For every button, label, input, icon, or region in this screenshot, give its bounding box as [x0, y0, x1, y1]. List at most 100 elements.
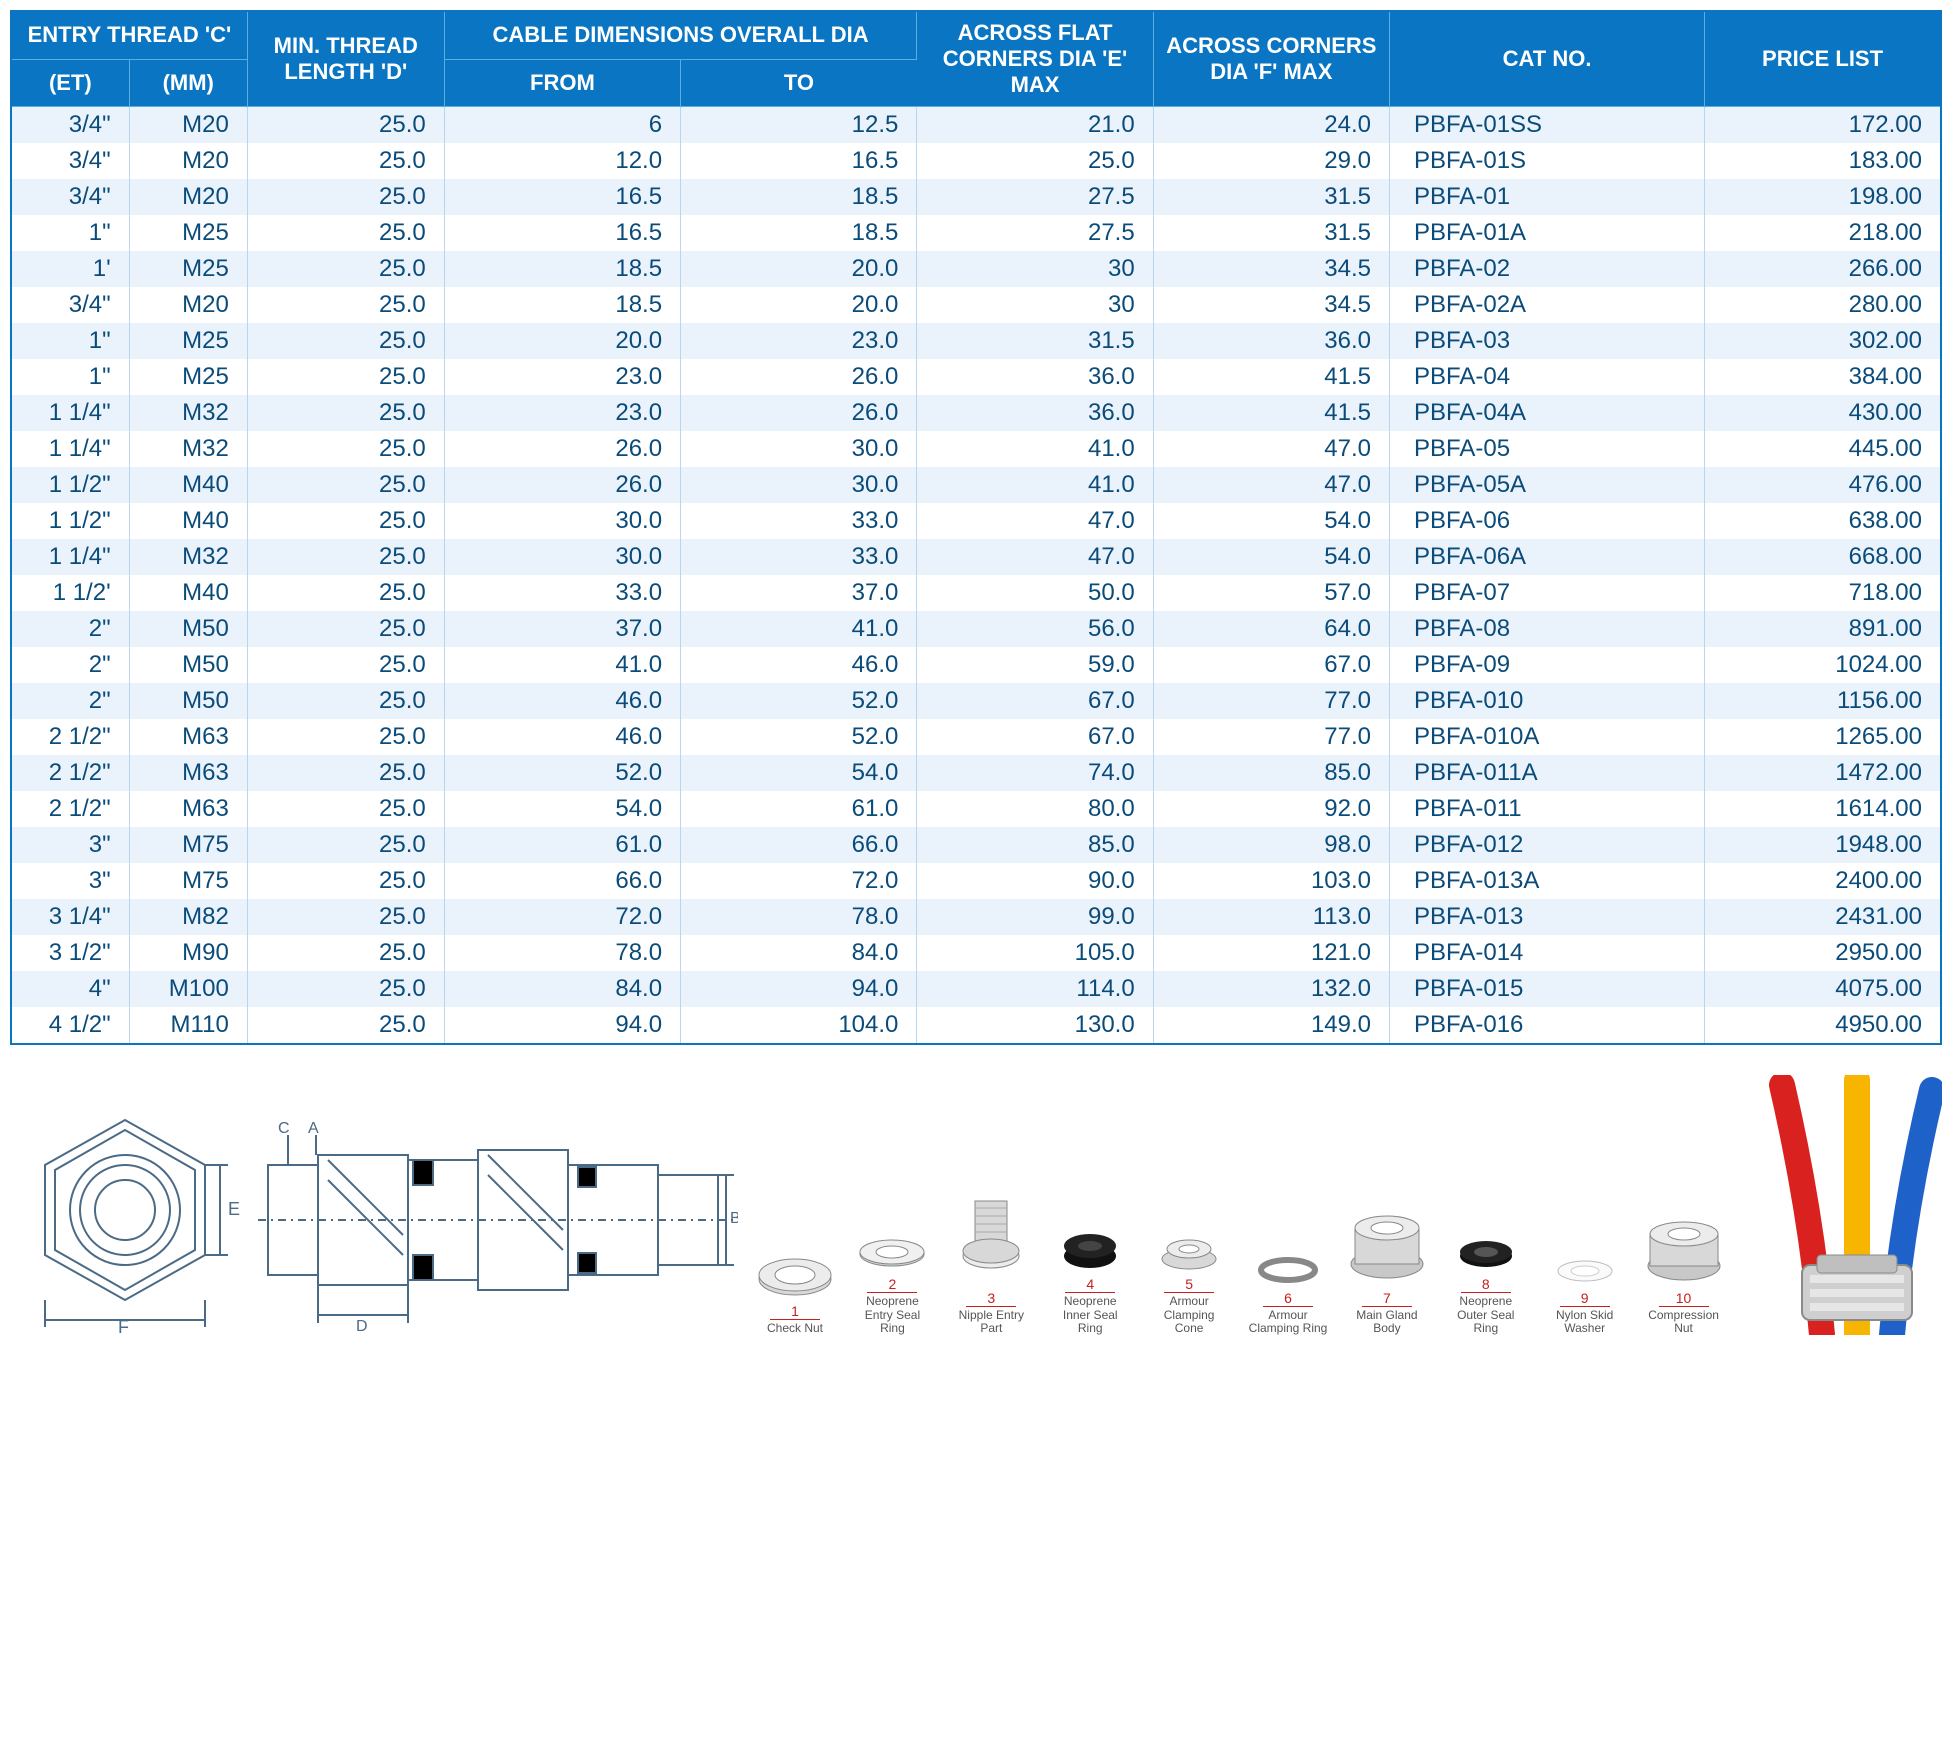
cell: 3 1/2"	[11, 935, 129, 971]
cell: PBFA-013A	[1390, 863, 1705, 899]
cell: 54.0	[1153, 539, 1389, 575]
cell: 2"	[11, 611, 129, 647]
cell: PBFA-03	[1390, 323, 1705, 359]
part-number: 7	[1362, 1290, 1412, 1307]
part-number: 5	[1164, 1276, 1214, 1293]
cell: 47.0	[1153, 431, 1389, 467]
hdr-flat: ACROSS FLAT CORNERS DIA 'E' MAX	[917, 11, 1153, 107]
cell: 41.0	[917, 467, 1153, 503]
part-label: Check Nut	[767, 1322, 823, 1335]
cell: 113.0	[1153, 899, 1389, 935]
cell: M20	[129, 143, 247, 179]
cell: 59.0	[917, 647, 1153, 683]
cell: PBFA-07	[1390, 575, 1705, 611]
cell: 1 1/4"	[11, 431, 129, 467]
cell: PBFA-015	[1390, 971, 1705, 1007]
cell: 41.5	[1153, 359, 1389, 395]
cell: 891.00	[1705, 611, 1941, 647]
cell: 25.0	[917, 143, 1153, 179]
cell: 3/4"	[11, 179, 129, 215]
cell: PBFA-01S	[1390, 143, 1705, 179]
cell: 2950.00	[1705, 935, 1941, 971]
cell: 31.5	[917, 323, 1153, 359]
cell: 77.0	[1153, 683, 1389, 719]
table-row: 1 1/4"M3225.023.026.036.041.5PBFA-04A430…	[11, 395, 1941, 431]
cell: 25.0	[247, 683, 444, 719]
part-number: 4	[1065, 1276, 1115, 1293]
cell: 41.5	[1153, 395, 1389, 431]
cell: 78.0	[681, 899, 917, 935]
cell: 25.0	[247, 611, 444, 647]
cell: PBFA-01A	[1390, 215, 1705, 251]
dim-f-label: F	[118, 1317, 129, 1335]
cell: 218.00	[1705, 215, 1941, 251]
part-icon	[756, 1189, 834, 1299]
part-number: 8	[1461, 1276, 1511, 1293]
part-item: 7Main Gland Body	[1346, 1176, 1427, 1335]
cell: 3 1/4"	[11, 899, 129, 935]
table-row: 1 1/4"M3225.026.030.041.047.0PBFA-05445.…	[11, 431, 1941, 467]
cell: 52.0	[444, 755, 680, 791]
cell: 25.0	[247, 539, 444, 575]
part-item: 10Compression Nut	[1643, 1176, 1724, 1335]
cell: M82	[129, 899, 247, 935]
table-row: 2 1/2"M6325.054.061.080.092.0PBFA-011161…	[11, 791, 1941, 827]
table-row: 1'M2525.018.520.03034.5PBFA-02266.00	[11, 251, 1941, 287]
cell: 31.5	[1153, 179, 1389, 215]
cell: 3/4"	[11, 287, 129, 323]
cell: M20	[129, 179, 247, 215]
cell: 61.0	[681, 791, 917, 827]
cell: 18.5	[681, 179, 917, 215]
table-row: 3 1/4"M8225.072.078.099.0113.0PBFA-01324…	[11, 899, 1941, 935]
cell: M32	[129, 539, 247, 575]
cell: M40	[129, 575, 247, 611]
cell: PBFA-01SS	[1390, 107, 1705, 144]
hex-front-view: E F	[10, 1105, 240, 1335]
hdr-corners: ACROSS CORNERS DIA 'F' MAX	[1153, 11, 1389, 107]
cell: 67.0	[1153, 647, 1389, 683]
cell: PBFA-011A	[1390, 755, 1705, 791]
cell: 56.0	[917, 611, 1153, 647]
cell: 34.5	[1153, 251, 1389, 287]
cell: 24.0	[1153, 107, 1389, 144]
cell: 16.5	[444, 179, 680, 215]
cell: 34.5	[1153, 287, 1389, 323]
cell: 20.0	[681, 287, 917, 323]
table-row: 3/4"M2025.012.016.525.029.0PBFA-01S183.0…	[11, 143, 1941, 179]
cell: 27.5	[917, 215, 1153, 251]
cell: 41.0	[917, 431, 1153, 467]
cell: 172.00	[1705, 107, 1941, 144]
cable-illustration	[1762, 1075, 1942, 1335]
cell: 6	[444, 107, 680, 144]
cell: PBFA-05	[1390, 431, 1705, 467]
cell: 266.00	[1705, 251, 1941, 287]
cell: 27.5	[917, 179, 1153, 215]
cell: 46.0	[444, 683, 680, 719]
table-row: 1 1/4"M3225.030.033.047.054.0PBFA-06A668…	[11, 539, 1941, 575]
cell: 36.0	[917, 359, 1153, 395]
part-label: Neoprene Inner Seal Ring	[1050, 1295, 1131, 1335]
cell: M63	[129, 755, 247, 791]
cell: 25.0	[247, 359, 444, 395]
cell: 25.0	[247, 863, 444, 899]
dim-a-label: A	[308, 1120, 319, 1137]
cell: 31.5	[1153, 215, 1389, 251]
cell: 21.0	[917, 107, 1153, 144]
cell: M25	[129, 215, 247, 251]
part-number: 1	[770, 1303, 820, 1320]
cell: 23.0	[444, 359, 680, 395]
cell: M100	[129, 971, 247, 1007]
cell: 84.0	[444, 971, 680, 1007]
part-number: 6	[1263, 1290, 1313, 1307]
cell: 85.0	[1153, 755, 1389, 791]
cell: PBFA-06	[1390, 503, 1705, 539]
cell: 445.00	[1705, 431, 1941, 467]
part-number: 10	[1659, 1290, 1709, 1307]
cell: 30.0	[444, 539, 680, 575]
cell: 132.0	[1153, 971, 1389, 1007]
cell: 1948.00	[1705, 827, 1941, 863]
cell: 2 1/2"	[11, 755, 129, 791]
table-row: 1 1/2"M4025.030.033.047.054.0PBFA-06638.…	[11, 503, 1941, 539]
cell: 54.0	[681, 755, 917, 791]
cell: 2"	[11, 647, 129, 683]
